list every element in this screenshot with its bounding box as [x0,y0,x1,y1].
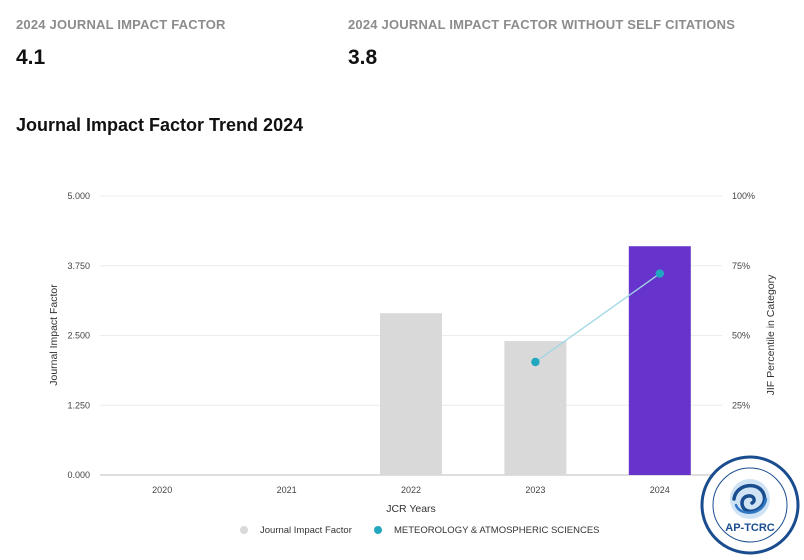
x-tick-label: 2022 [401,485,421,495]
chart-legend: Journal Impact Factor METEOROLOGY & ATMOS… [240,525,600,536]
jif-value: 4.1 [16,46,46,69]
y-tick-label: 1.250 [67,400,90,410]
jif-no-self-metric: 2024 JOURNAL IMPACT FACTOR WITHOUT SELF … [348,17,735,70]
y2-tick-label: 100% [732,191,755,201]
y-axis-ticks: 0.000 1.250 2.500 3.750 5.000 [67,191,90,480]
jif-metric: 2024 JOURNAL IMPACT FACTOR 4.1 [16,17,226,70]
bar-2022 [380,313,442,475]
chart-percentile-line [531,269,664,367]
section-title: Journal Impact Factor Trend 2024 [16,115,304,135]
jif-label: 2024 JOURNAL IMPACT FACTOR [16,17,226,32]
y-tick-label: 5.000 [67,191,90,201]
legend-marker [374,526,382,534]
bar-2024 [628,246,691,475]
x-axis-ticks: 2020 2021 2022 2023 2024 [152,485,670,495]
ap-tcrc-logo-icon: AP-TCRC [700,455,800,555]
jif-no-self-value: 3.8 [348,46,378,69]
y-tick-label: 2.500 [67,331,90,341]
y2-tick-label: 25% [732,400,750,410]
x-tick-label: 2023 [525,485,545,495]
y-tick-label: 0.000 [67,470,90,480]
y-tick-label: 3.750 [67,261,90,271]
y2-axis-title: JIF Percentile in Category [765,274,777,396]
legend-item-label: METEOROLOGY & ATMOSPHERIC SCIENCES [394,525,600,536]
legend-item-label: Journal Impact Factor [260,525,352,536]
logo-text: AP-TCRC [725,522,775,534]
y2-axis-ticks: 25% 50% 75% 100% [732,191,755,410]
percentile-point-2023 [531,357,540,367]
percentile-point-2024 [655,269,664,278]
y-axis-title: Journal Impact Factor [48,284,60,386]
y2-tick-label: 75% [732,261,750,271]
x-axis-title: JCR Years [386,503,436,515]
y2-tick-label: 50% [732,331,750,341]
jif-no-self-label: 2024 JOURNAL IMPACT FACTOR WITHOUT SELF … [348,17,736,32]
x-tick-label: 2024 [650,485,670,495]
legend-marker [240,526,248,534]
x-tick-label: 2020 [152,485,172,495]
x-tick-label: 2021 [277,485,297,495]
percentile-line [535,273,661,363]
